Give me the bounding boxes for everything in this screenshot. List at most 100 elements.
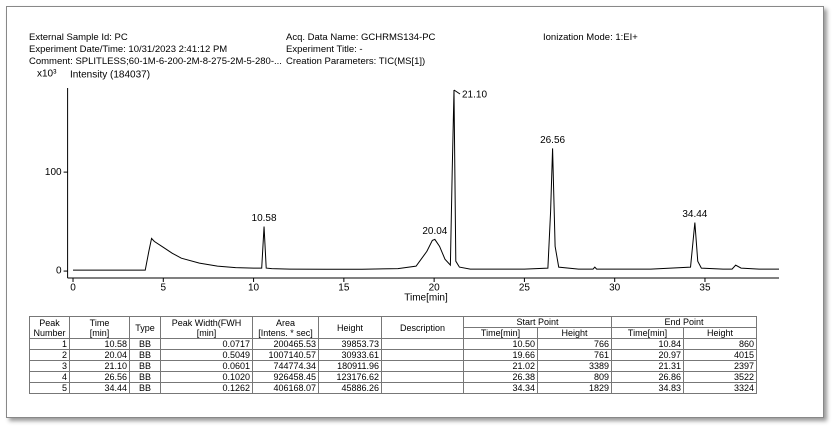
table-row: 2 20.04 BB 0.5049 1007140.57 30933.61 19.66 761…	[29, 349, 757, 361]
x-tick-label: 20	[429, 283, 441, 294]
table-row: 1 10.58 BB 0.0717 200465.53 39853.73 10.50 766 1…	[29, 338, 757, 350]
table-cell: 766	[537, 338, 612, 350]
table-cell: 1	[29, 338, 70, 350]
table-row: 4 26.56 BB 0.1020 926458.45 123176.62 26.38 809…	[29, 371, 757, 383]
table-cell: BB	[129, 371, 161, 383]
x-tick-label: 15	[338, 283, 350, 294]
table-cell: 10.50	[463, 338, 538, 350]
table-cell: 3522	[683, 371, 757, 383]
column-header: Peak Width(FWH [min]	[160, 316, 253, 339]
table-cell: 45886.26	[318, 382, 382, 394]
table-cell: 2	[29, 349, 70, 361]
column-header: End Point	[611, 316, 757, 328]
table-cell: 0.0717	[160, 338, 253, 350]
table-cell: 20.97	[611, 349, 684, 361]
column-subheader: Height	[683, 327, 757, 339]
table-row: 3 21.10 BB 0.0601 744774.34 180911.96 21.02 338…	[29, 360, 757, 372]
table-cell: 0.5049	[160, 349, 253, 361]
table-cell	[381, 382, 464, 394]
table-cell: 0.1262	[160, 382, 253, 394]
column-subheader: Time[min]	[611, 327, 684, 339]
peak-label: 10.58	[252, 213, 277, 224]
table-cell: BB	[129, 360, 161, 372]
table-cell: 744774.34	[252, 360, 319, 372]
table-cell	[381, 360, 464, 372]
table-cell: 3	[29, 360, 70, 372]
column-header: Start Point	[463, 316, 612, 328]
table-cell: 39853.73	[318, 338, 382, 350]
table-cell: 200465.53	[252, 338, 319, 350]
table-cell: 26.38	[463, 371, 538, 383]
x-tick-label: 0	[70, 283, 76, 294]
table-cell: 1007140.57	[252, 349, 319, 361]
column-header: Peak Number	[29, 316, 70, 339]
table-cell: 1829	[537, 382, 612, 394]
header-text: Experiment Date/Time: 10/31/2023 2:41:12…	[29, 44, 228, 55]
chart: x10³ Intensity (184037) Time[min] 0 100 0 5…	[37, 69, 779, 304]
x-tick-label: 5	[161, 283, 167, 294]
annotation-leader	[453, 89, 461, 95]
trace	[73, 89, 779, 271]
table-cell: 4015	[683, 349, 757, 361]
table-cell: 406168.07	[252, 382, 319, 394]
table-cell: 10.84	[611, 338, 684, 350]
table-cell: 0.0601	[160, 360, 253, 372]
header-text: Comment: SPLITLESS;60-1M-6-200-2M-8-275-…	[29, 56, 282, 67]
column-header: Type	[129, 316, 161, 339]
x-tick-label: 30	[609, 283, 621, 294]
table-cell: 21.31	[611, 360, 684, 372]
y-tick-label: 100	[45, 167, 62, 178]
peak-label: 20.04	[422, 226, 447, 237]
peak-label: 34.44	[682, 209, 707, 220]
peak-label: 26.56	[540, 135, 565, 146]
column-subheader: Time[min]	[463, 327, 538, 339]
table-cell	[381, 349, 464, 361]
table-cell: 5	[29, 382, 70, 394]
table-cell: 26.86	[611, 371, 684, 383]
table-cell: BB	[129, 349, 161, 361]
table-cell: 26.56	[69, 371, 130, 383]
table-cell: 3389	[537, 360, 612, 372]
header-text: Ionization Mode: 1:EI+	[543, 32, 638, 43]
table-cell: 10.58	[69, 338, 130, 350]
table-cell: 4	[29, 371, 70, 383]
table-cell: 21.10	[69, 360, 130, 372]
header-text: Acq. Data Name: GCHRMS134-PC	[286, 32, 436, 43]
table-cell: 926458.45	[252, 371, 319, 383]
header-text: External Sample Id: PC	[29, 32, 128, 43]
x-tick-label: 10	[248, 283, 260, 294]
table-cell: 34.44	[69, 382, 130, 394]
column-header: Area [Intens. * sec]	[252, 316, 319, 339]
table-cell	[381, 338, 464, 350]
y-axis-label: Intensity (184037)	[70, 70, 150, 81]
table-cell: 180911.96	[318, 360, 382, 372]
table-cell: 761	[537, 349, 612, 361]
x-tick-label: 25	[519, 283, 531, 294]
column-subheader: Height	[537, 327, 612, 339]
table-cell: 860	[683, 338, 757, 350]
y-multiplier: x10³	[37, 69, 57, 80]
table-cell: BB	[129, 338, 161, 350]
table-cell: 20.04	[69, 349, 130, 361]
column-header: Time [min]	[69, 316, 130, 339]
table-cell: 809	[537, 371, 612, 383]
table-cell: 3324	[683, 382, 757, 394]
column-header: Height	[318, 316, 382, 339]
x-tick-label: 35	[699, 283, 711, 294]
table-cell	[381, 371, 464, 383]
x-axis-label: Time[min]	[404, 293, 448, 304]
header-row: Peak Number Time [min] Type Peak Width(FWH …	[29, 316, 757, 339]
table-cell: 0.1020	[160, 371, 253, 383]
table-cell: 2397	[683, 360, 757, 372]
peak-table: Peak Number Time [min] Type Peak Width(FWH …	[29, 316, 757, 394]
table-cell: 19.66	[463, 349, 538, 361]
header-text: Creation Parameters: TIC(MS[1])	[286, 56, 426, 67]
column-header: Description	[381, 316, 464, 339]
table-cell: 123176.62	[318, 371, 382, 383]
table-cell: BB	[129, 382, 161, 394]
table-cell: 34.83	[611, 382, 684, 394]
y-tick-label: 0	[56, 266, 62, 277]
table-cell: 34.34	[463, 382, 538, 394]
peak-label: 21.10	[462, 90, 487, 101]
